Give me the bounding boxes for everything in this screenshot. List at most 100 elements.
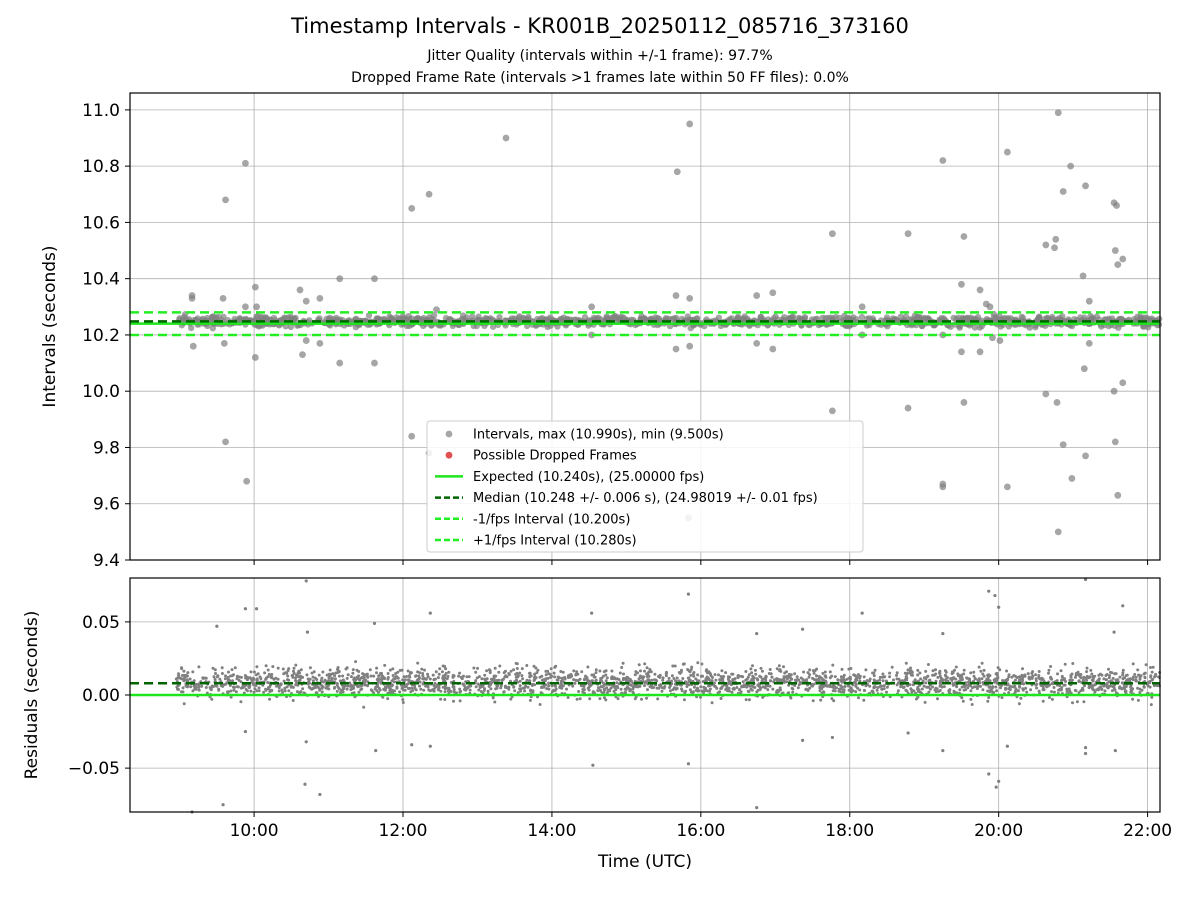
data-point <box>819 698 823 702</box>
data-point <box>696 673 700 677</box>
data-point <box>482 688 486 692</box>
outlier-point <box>428 744 432 748</box>
data-point <box>631 681 635 685</box>
data-point <box>937 689 941 693</box>
data-point <box>544 673 548 677</box>
data-point <box>1154 672 1158 676</box>
data-point <box>406 669 410 673</box>
data-point <box>986 699 990 703</box>
data-point <box>924 669 928 673</box>
outlier-point <box>996 337 1004 344</box>
data-point <box>213 668 217 672</box>
data-point <box>1143 671 1147 675</box>
data-point <box>959 678 963 682</box>
data-point <box>817 677 821 681</box>
data-point <box>237 678 241 682</box>
data-point <box>739 690 743 694</box>
data-point <box>857 696 860 700</box>
legend-label: Median (10.248 +/- 0.006 s), (24.98019 +… <box>473 491 818 506</box>
data-point <box>189 685 193 689</box>
data-point <box>559 681 563 685</box>
data-point <box>204 686 208 689</box>
data-point <box>748 684 752 688</box>
data-point <box>483 678 487 682</box>
data-point <box>292 671 296 675</box>
data-point <box>334 671 338 675</box>
data-point <box>831 663 835 667</box>
data-point <box>969 689 973 693</box>
data-point <box>721 679 725 683</box>
data-point <box>1014 678 1017 682</box>
data-point <box>618 671 622 675</box>
data-point <box>346 684 350 688</box>
outlier-point <box>1121 604 1125 608</box>
data-point <box>358 684 362 688</box>
data-point <box>1129 685 1133 689</box>
data-point <box>1113 688 1117 692</box>
data-point <box>424 677 428 681</box>
data-point <box>229 695 233 699</box>
data-point <box>575 678 578 682</box>
data-point <box>282 679 286 683</box>
data-point <box>327 672 331 676</box>
data-point <box>830 674 834 678</box>
data-point <box>580 670 584 674</box>
data-point <box>547 681 551 685</box>
data-point <box>1034 677 1038 681</box>
outlier-point <box>1080 365 1088 373</box>
data-point <box>685 316 692 324</box>
data-point <box>631 685 635 689</box>
data-point <box>849 677 852 681</box>
data-point <box>1114 672 1118 676</box>
data-point <box>213 677 217 681</box>
data-point <box>418 684 422 688</box>
outlier-point <box>958 348 965 356</box>
data-point <box>351 671 355 675</box>
data-point <box>1020 673 1024 677</box>
data-point <box>944 678 948 682</box>
data-point <box>1031 674 1035 678</box>
data-point <box>469 313 476 320</box>
data-point <box>873 668 877 672</box>
data-point <box>421 674 425 678</box>
data-point <box>252 690 256 694</box>
outlier-point <box>1053 399 1061 406</box>
data-point <box>301 687 305 691</box>
data-point <box>295 690 299 694</box>
data-point <box>286 674 290 678</box>
data-point <box>594 679 598 683</box>
data-point <box>437 672 441 676</box>
data-point <box>220 313 227 321</box>
data-point <box>934 668 937 672</box>
data-point <box>545 687 549 691</box>
data-point <box>986 689 990 693</box>
data-point <box>1097 673 1101 677</box>
data-point <box>611 684 615 687</box>
data-point <box>733 677 737 681</box>
outlier-point <box>336 359 344 367</box>
data-point <box>656 697 660 701</box>
data-point <box>349 675 353 679</box>
data-point <box>707 684 710 688</box>
data-point <box>414 314 422 322</box>
data-point <box>895 673 898 677</box>
data-point <box>782 665 785 669</box>
outlier-point <box>1059 441 1067 449</box>
outlier-point <box>1119 379 1127 387</box>
data-point <box>1103 689 1107 693</box>
outlier-point <box>243 729 248 734</box>
data-point <box>476 666 479 670</box>
data-point <box>1107 667 1110 671</box>
data-point <box>1032 324 1039 331</box>
data-point <box>257 686 261 690</box>
data-point <box>1149 666 1152 669</box>
data-point <box>896 689 900 693</box>
data-point <box>521 686 525 690</box>
data-point <box>582 688 586 692</box>
data-point <box>1087 676 1091 680</box>
data-point <box>1026 324 1033 331</box>
data-point <box>833 675 837 679</box>
data-point <box>731 678 735 681</box>
outlier-point <box>254 607 259 611</box>
data-point <box>388 668 392 672</box>
